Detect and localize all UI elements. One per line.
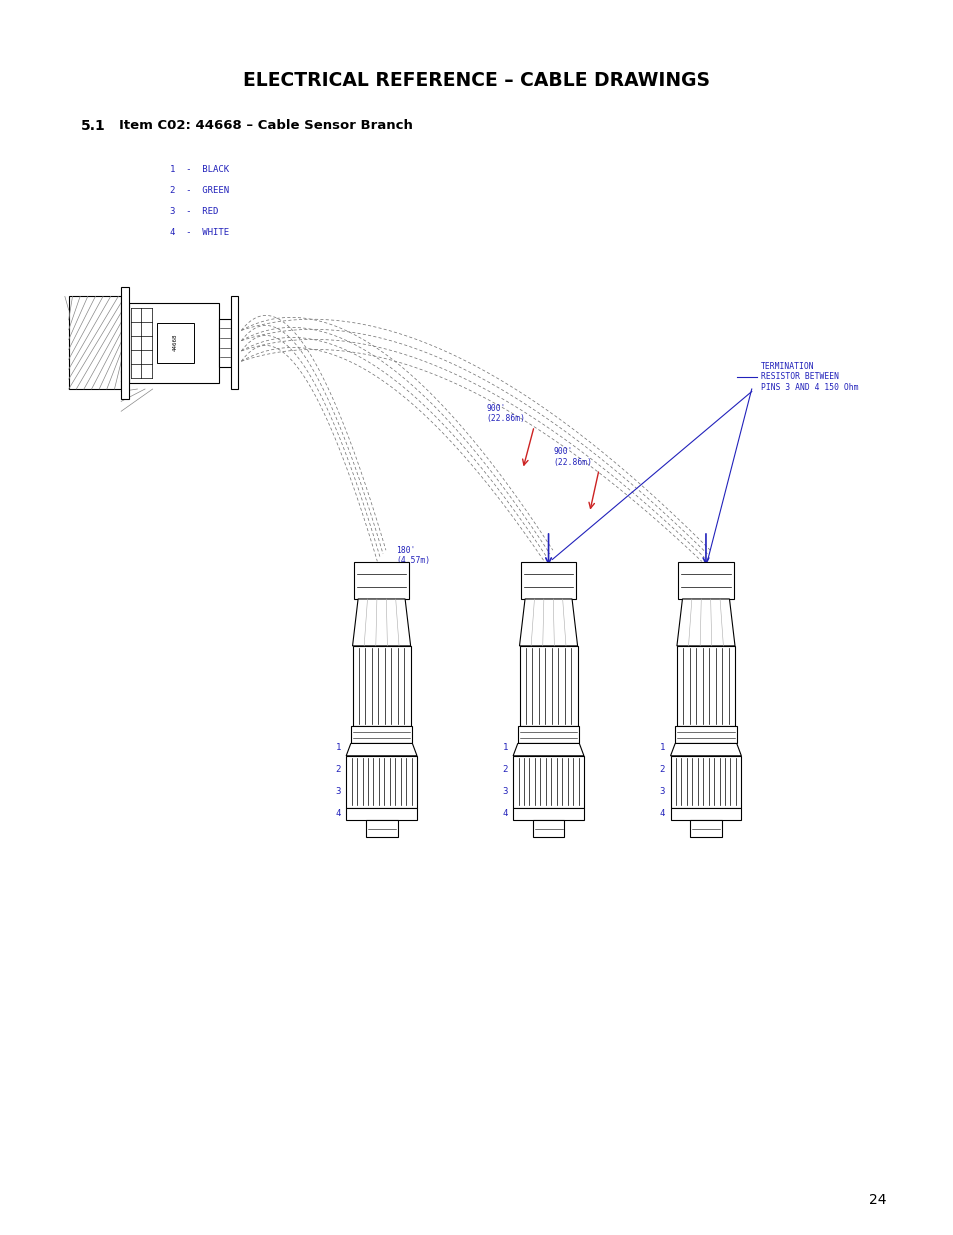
Text: 900'
(22.86m): 900' (22.86m) [486,404,525,424]
Text: 2  -  GREEN: 2 - GREEN [502,764,561,774]
Bar [69,296,121,389]
Bar [517,726,578,743]
Text: 4  -  WHITE: 4 - WHITE [502,809,561,819]
Text: 3  -  RED: 3 - RED [335,787,384,797]
Bar [678,562,733,599]
Text: 1  -  BLACK: 1 - BLACK [335,742,395,752]
Text: 4  -  WHITE: 4 - WHITE [659,809,719,819]
Bar [513,808,583,820]
Bar [351,726,412,743]
Text: 5.1: 5.1 [81,119,106,133]
Text: 180'
(4.57m): 180' (4.57m) [395,546,430,566]
Bar [677,646,734,726]
Bar [129,303,219,383]
Bar [353,646,410,726]
Bar [346,756,416,808]
Text: 4  -  WHITE: 4 - WHITE [335,809,395,819]
Text: 1  -  BLACK: 1 - BLACK [502,742,561,752]
Polygon shape [677,599,734,646]
Text: ELECTRICAL REFERENCE – CABLE DRAWINGS: ELECTRICAL REFERENCE – CABLE DRAWINGS [243,70,710,90]
Polygon shape [353,599,410,646]
Polygon shape [346,743,416,756]
Text: 3  -  RED: 3 - RED [170,206,218,216]
Text: 3  -  RED: 3 - RED [502,787,551,797]
Bar [346,808,416,820]
Text: TERMINATION
RESISTOR BETWEEN
PINS 3 AND 4 150 Ohm: TERMINATION RESISTOR BETWEEN PINS 3 AND … [760,362,858,391]
Text: 3  -  RED: 3 - RED [659,787,708,797]
Text: 44668: 44668 [172,333,178,352]
Polygon shape [513,743,583,756]
Bar [670,808,740,820]
Bar [675,726,736,743]
Text: 2  -  GREEN: 2 - GREEN [335,764,395,774]
Text: 2  -  GREEN: 2 - GREEN [659,764,719,774]
Bar [670,756,740,808]
Text: 24: 24 [868,1193,885,1208]
Bar [520,562,576,599]
Bar [121,287,129,399]
Polygon shape [519,599,577,646]
Bar [219,319,231,367]
Bar [513,756,583,808]
Text: 900'
(22.86m): 900' (22.86m) [553,447,592,467]
Text: 1  -  BLACK: 1 - BLACK [170,164,229,174]
Bar [365,820,397,837]
Bar [519,646,577,726]
Text: Item C02: 44668 – Cable Sensor Branch: Item C02: 44668 – Cable Sensor Branch [119,120,413,132]
Bar [532,820,564,837]
Bar [689,820,721,837]
Bar [354,562,409,599]
Text: 1  -  BLACK: 1 - BLACK [659,742,719,752]
Text: 4  -  WHITE: 4 - WHITE [170,227,229,237]
Polygon shape [670,743,740,756]
Bar [231,296,237,389]
Bar [157,322,193,363]
Text: 2  -  GREEN: 2 - GREEN [170,185,229,195]
